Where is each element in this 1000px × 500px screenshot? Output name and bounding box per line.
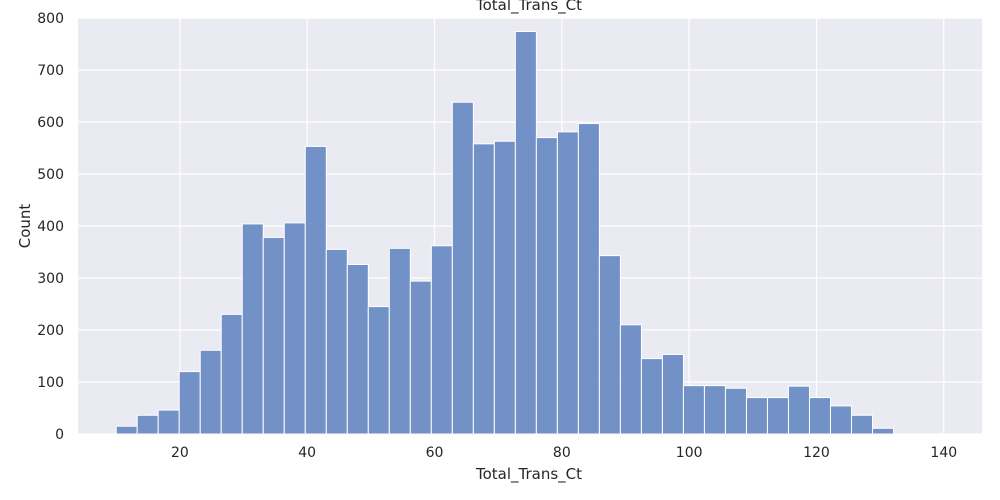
histogram-bar bbox=[598, 255, 621, 435]
histogram-bar bbox=[199, 349, 222, 435]
chart-title: Total_Trans_Ct bbox=[475, 0, 582, 15]
histogram-bar bbox=[325, 248, 348, 435]
histogram-bar bbox=[640, 358, 663, 435]
histogram-bar bbox=[724, 387, 747, 435]
histogram-bar bbox=[577, 123, 600, 435]
histogram-bar bbox=[535, 137, 558, 435]
histogram-bar bbox=[766, 397, 789, 435]
x-tick-label: 140 bbox=[930, 445, 957, 461]
y-tick-label: 600 bbox=[37, 115, 64, 131]
histogram-bar bbox=[556, 131, 579, 435]
histogram-bar bbox=[178, 371, 201, 435]
histogram-bar bbox=[829, 405, 852, 435]
x-axis-label: Total_Trans_Ct bbox=[475, 465, 582, 484]
x-tick-label: 20 bbox=[171, 445, 189, 461]
histogram-bar bbox=[262, 236, 285, 435]
y-tick-label: 200 bbox=[37, 323, 64, 339]
y-tick-label: 500 bbox=[37, 167, 64, 183]
x-tick-label: 100 bbox=[676, 445, 703, 461]
x-axis-ticks: 20 40 60 80 100 120 140 bbox=[171, 445, 957, 461]
histogram-bar bbox=[703, 385, 726, 435]
histogram-bar bbox=[283, 222, 306, 435]
histogram-bar bbox=[493, 140, 516, 435]
histogram-bar bbox=[787, 385, 810, 435]
histogram-bar bbox=[872, 427, 895, 435]
y-tick-label: 700 bbox=[37, 63, 64, 79]
histogram-bar bbox=[430, 245, 453, 435]
histogram-bar bbox=[619, 324, 642, 435]
histogram-bar bbox=[808, 397, 831, 435]
x-tick-label: 40 bbox=[298, 445, 316, 461]
y-tick-label: 0 bbox=[55, 427, 64, 443]
histogram-bar bbox=[136, 414, 159, 435]
histogram-bar bbox=[472, 143, 495, 435]
y-axis-ticks: 0 100 200 300 400 500 600 700 800 bbox=[37, 11, 64, 443]
histogram-bar bbox=[682, 385, 705, 435]
histogram-bar bbox=[157, 409, 180, 435]
histogram-bar bbox=[367, 306, 390, 435]
histogram-bar bbox=[745, 397, 768, 435]
y-tick-label: 800 bbox=[37, 11, 64, 27]
histogram-bar bbox=[661, 353, 684, 435]
histogram-bar bbox=[115, 425, 138, 435]
x-tick-label: 120 bbox=[803, 445, 830, 461]
histogram-bar bbox=[241, 223, 264, 435]
histogram-bar bbox=[850, 414, 874, 435]
histogram-bar bbox=[514, 31, 537, 435]
histogram-bar bbox=[304, 145, 327, 435]
histogram-bars bbox=[115, 31, 895, 435]
histogram-bar bbox=[220, 313, 243, 435]
histogram-bar bbox=[409, 280, 432, 435]
x-tick-label: 80 bbox=[553, 445, 571, 461]
y-tick-label: 100 bbox=[37, 375, 64, 391]
y-axis-label: Count bbox=[16, 204, 34, 249]
x-tick-label: 60 bbox=[426, 445, 444, 461]
y-tick-label: 300 bbox=[37, 271, 64, 287]
y-tick-label: 400 bbox=[37, 219, 64, 235]
histogram-bar bbox=[388, 247, 411, 435]
histogram-bar bbox=[346, 263, 369, 435]
histogram-bar bbox=[451, 101, 474, 435]
